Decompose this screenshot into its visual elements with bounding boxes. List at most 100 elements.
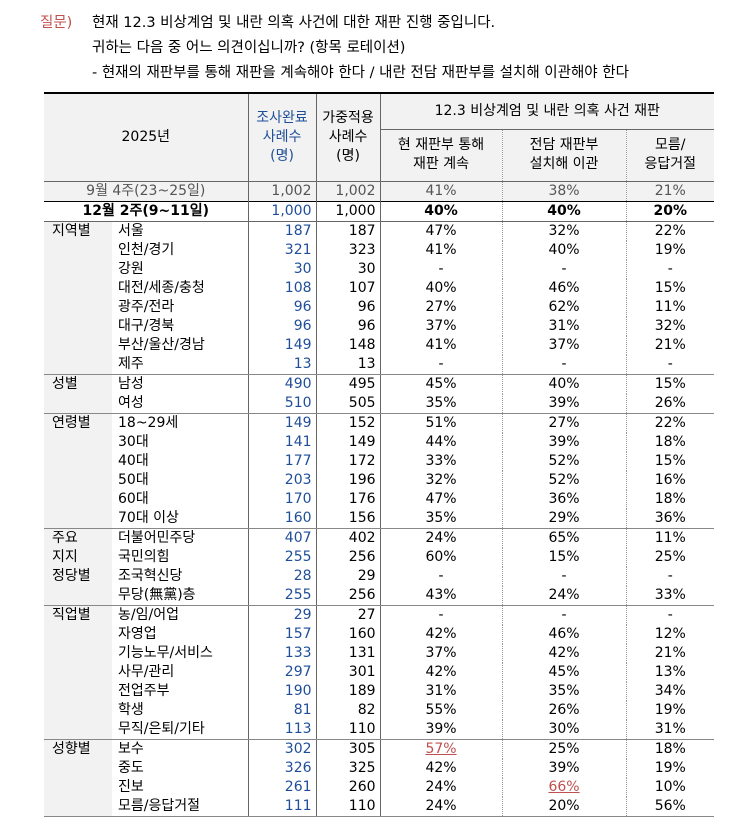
table-row: 중도 326 325 42% 39% 19%: [44, 758, 714, 778]
highlight-value: 57%: [425, 740, 457, 757]
table-row: 50대 203 196 32% 52% 16%: [44, 470, 714, 490]
row-label: 중도: [112, 758, 249, 778]
row-c: 34%: [654, 682, 686, 699]
total-n: 1,000: [248, 200, 317, 222]
highlight-value: 66%: [548, 778, 580, 795]
previous-b: 38%: [502, 180, 627, 201]
row-c: 36%: [626, 508, 715, 529]
row-a: 41%: [380, 335, 503, 355]
row-c: 21%: [654, 336, 686, 353]
row-a: 33%: [380, 451, 503, 471]
row-label: 국민의힘: [112, 547, 249, 567]
row-w: 29: [316, 566, 381, 586]
row-label: 60대: [112, 489, 249, 509]
survey-table: 2025년 조사완료 사례수 (명) 가중적용 사례수 (명) 12.3 비상계엄 및 …: [44, 92, 715, 817]
row-w: 152: [316, 413, 381, 433]
row-c: 13%: [654, 663, 686, 680]
table-row: 기능노무/서비스 133 131 37% 42% 21%: [44, 643, 714, 663]
row-label: 진보: [112, 777, 249, 797]
row-w: 96: [316, 297, 381, 317]
row-c: 19%: [654, 701, 686, 718]
row-b: 52%: [502, 470, 627, 490]
row-b: 29%: [502, 508, 627, 529]
row-w: 325: [316, 758, 381, 778]
row-b: 39%: [502, 393, 627, 414]
row-n: 81: [248, 700, 317, 720]
row-n: 510: [248, 393, 317, 414]
table-row: 성별 남성 490 495 45% 40% 15%: [44, 374, 714, 414]
total-w: 1,000: [316, 200, 381, 222]
row-n: 96: [248, 316, 317, 336]
row-a: 27%: [380, 297, 503, 317]
row-b: 20%: [502, 796, 627, 817]
row-label: 부산/울산/경남: [112, 335, 249, 355]
row-w: 148: [316, 335, 381, 355]
row-label: 제주: [112, 354, 249, 375]
row-w: 301: [316, 662, 381, 682]
row-c: -: [667, 606, 673, 623]
row-a: 57%: [380, 739, 503, 759]
row-label: 조국혁신당: [112, 566, 249, 586]
row-a: 24%: [380, 528, 503, 548]
row-w: 196: [316, 470, 381, 490]
row-b: 32%: [502, 221, 627, 241]
row-label: 인천/경기: [112, 240, 249, 260]
row-b: 25%: [502, 739, 627, 759]
header-group-title: 12.3 비상계엄 및 내란 의혹 사건 재판: [380, 92, 715, 130]
row-a: 47%: [380, 221, 503, 241]
row-b: 30%: [502, 719, 627, 740]
previous-a: 41%: [380, 180, 503, 201]
row-n: 261: [248, 777, 317, 797]
row-w: 189: [316, 681, 381, 701]
row-a: 42%: [380, 624, 503, 644]
row-w: 149: [316, 432, 381, 452]
total-a: 40%: [380, 200, 503, 222]
row-c: 25%: [654, 548, 686, 565]
row-c: 12%: [654, 625, 686, 642]
row-n: 490: [248, 374, 317, 394]
row-c: 26%: [626, 393, 715, 414]
row-b: 40%: [502, 374, 627, 394]
row-n: 111: [248, 796, 317, 817]
row-b: 40%: [502, 240, 627, 260]
row-w: 30: [316, 259, 381, 279]
table-row: 40대 177 172 33% 52% 15%: [44, 451, 714, 471]
row-w: 160: [316, 624, 381, 644]
row-w: 402: [316, 528, 381, 548]
row-w: 187: [316, 221, 381, 241]
row-label: 전업주부: [112, 681, 249, 701]
row-b: 62%: [502, 297, 627, 317]
table-row: 성향별 보수 302 305 57% 25% 18%: [44, 739, 714, 817]
row-b: 24%: [502, 585, 627, 606]
row-a: 41%: [380, 240, 503, 260]
row-label: 기능노무/서비스: [112, 643, 249, 663]
table-row: 대전/세종/충청 108 107 40% 46% 15%: [44, 278, 714, 298]
row-label: 광주/전라: [112, 297, 249, 317]
row-a: 35%: [380, 508, 503, 529]
row-a: 55%: [380, 700, 503, 720]
row-label: 더불어민주당: [112, 528, 249, 548]
row-a: 45%: [380, 374, 503, 394]
row-c: 15%: [654, 375, 686, 392]
total-label: 12월 2주(9~11일): [44, 200, 249, 222]
table-row: 30대 141 149 44% 39% 18%: [44, 432, 714, 452]
row-w: 156: [316, 508, 381, 529]
table-row: 학생 81 82 55% 26% 19%: [44, 700, 714, 720]
row-a: -: [380, 566, 503, 586]
row-b: 31%: [502, 316, 627, 336]
row-a: 24%: [380, 796, 503, 817]
row-w: 260: [316, 777, 381, 797]
group-label: 지역별: [44, 221, 112, 375]
row-b: 45%: [502, 662, 627, 682]
question-line-1: 현재 12.3 비상계엄 및 내란 의혹 사건에 대한 재판 진행 중입니다.: [92, 15, 496, 31]
previous-row: 9월 4주(23~25일) 1,002 1,002 41% 38% 21%: [44, 180, 715, 201]
row-w: 176: [316, 489, 381, 509]
row-w: 172: [316, 451, 381, 471]
row-w: 323: [316, 240, 381, 260]
row-w: 110: [316, 719, 381, 740]
row-c: 10%: [654, 778, 686, 795]
row-n: 160: [248, 508, 317, 529]
row-label: 사무/관리: [112, 662, 249, 682]
group-label: 주요 지지 정당별: [44, 528, 112, 606]
row-label: 모름/응답거절: [112, 796, 249, 817]
